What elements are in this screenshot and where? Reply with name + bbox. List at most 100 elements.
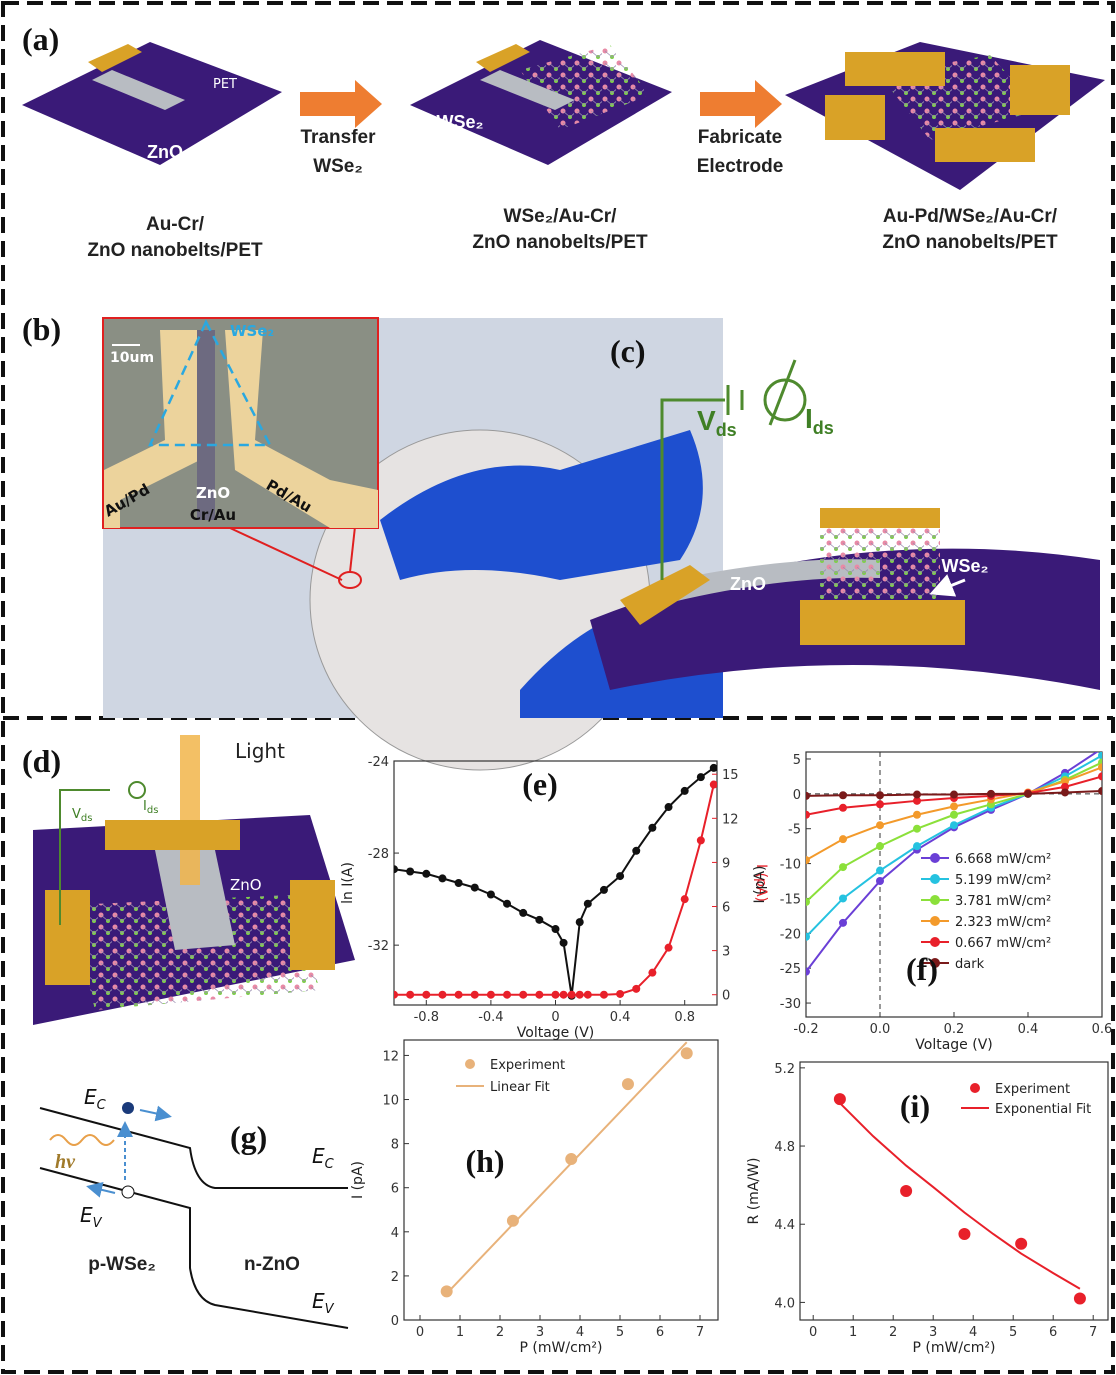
subscript: C: [97, 1098, 107, 1113]
step-text: Electrode: [697, 156, 784, 177]
data-point: [535, 915, 544, 924]
panel-label: (a): [22, 21, 59, 57]
legend-label: 2.323 mW/cm²: [955, 915, 1051, 930]
data-point: [1073, 1292, 1086, 1305]
symbol: E: [312, 1289, 325, 1313]
data-point: [394, 865, 398, 874]
data-point: [565, 1153, 578, 1166]
voltage-label: Vds: [72, 807, 92, 824]
legend-label: 3.781 mW/cm²: [955, 894, 1051, 909]
legend-marker: [970, 1083, 980, 1093]
x-axis-label: P (mW/cm²): [913, 1340, 996, 1356]
data-point: [438, 990, 447, 999]
electrode: [290, 880, 335, 970]
band-label: EC: [312, 1144, 335, 1172]
series-line: [445, 1041, 688, 1295]
data-point: [575, 918, 584, 927]
y-tick-label: 4.0: [774, 1296, 795, 1311]
data-point: [696, 773, 705, 782]
data-point: [806, 897, 810, 906]
caption: Au-Cr/: [146, 214, 205, 235]
y-tick-label: -24: [368, 755, 389, 770]
data-point: [422, 869, 431, 878]
band-label: EC: [84, 1085, 107, 1113]
y2-tick-label: 6: [722, 901, 730, 916]
arrow: [300, 80, 382, 128]
series-group: [806, 752, 1102, 976]
wse2-label: WSe₂: [230, 322, 274, 340]
data-point: [599, 885, 608, 894]
arrow: [139, 1105, 172, 1122]
y-tick-label: 2: [391, 1270, 399, 1285]
panel-d: (d) Light Vds Ids ZnO WSe₂: [22, 735, 355, 1025]
band-label: EV: [312, 1289, 335, 1317]
data-point: [950, 810, 958, 819]
wse2-label: WSe₂: [258, 998, 298, 1016]
data-point: [1098, 752, 1102, 760]
electrode: [88, 44, 142, 72]
caption: ZnO nanobelts/PET: [472, 232, 648, 253]
y2-tick-label: 3: [722, 945, 730, 960]
wse2-outline: [148, 319, 273, 447]
x-tick-label: 0.8: [674, 1010, 695, 1025]
panel-label: (b): [22, 311, 61, 347]
x-axis-label: Voltage (V): [517, 1025, 594, 1041]
y-tick-label: 4.8: [774, 1140, 795, 1155]
subscript: ds: [813, 418, 834, 438]
y-tick-label: -25: [780, 962, 801, 977]
y2-tick-label: 9: [722, 856, 730, 871]
electrode: [104, 330, 200, 528]
chart: -0.8 -0.4 0 0.4 0.8 -24 -28 -32 0 3 6 9 12 15 Voltage …: [340, 755, 769, 1041]
step-text: WSe₂: [313, 156, 363, 177]
symbol: E: [80, 1203, 93, 1227]
y2-axis-label: I (pA): [753, 864, 769, 902]
voltage-label: Vds: [697, 405, 737, 440]
zno-belt: [197, 330, 215, 520]
data-point: [394, 990, 398, 999]
band-label: EV: [80, 1203, 103, 1231]
data-point: [696, 836, 705, 845]
data-point: [519, 908, 528, 917]
caption: WSe₂/Au-Cr/: [504, 206, 618, 227]
electrode: [105, 820, 240, 850]
x-tick-label: -0.8: [414, 1010, 439, 1025]
material-label: p-WSe₂: [88, 1254, 156, 1275]
data-point: [632, 984, 641, 993]
data-point: [876, 866, 884, 875]
y2-tick-label: 0: [722, 989, 730, 1004]
data-point: [987, 789, 995, 798]
y-axis-label: I (pA): [752, 866, 768, 904]
wse2-lattice: [70, 895, 320, 1010]
panel-label: (f): [906, 951, 938, 987]
panel-label: (c): [610, 333, 646, 369]
legend-marker: [930, 895, 940, 905]
electrode-label: Cr/Au: [190, 506, 236, 524]
electrode: [620, 565, 710, 625]
data-point: [486, 990, 495, 999]
data-point: [470, 990, 479, 999]
data-point: [839, 791, 847, 800]
ammeter-arrow: [768, 359, 797, 426]
y-tick-label: 0: [391, 1314, 399, 1329]
data-point: [616, 872, 625, 881]
data-point: [876, 800, 884, 809]
data-point: [913, 796, 921, 805]
legend-label: Linear Fit: [490, 1080, 550, 1095]
subscript: V: [325, 1302, 335, 1317]
x-tick-label: 0.6: [1092, 1022, 1113, 1037]
material-label: n-ZnO: [244, 1254, 300, 1275]
series-group: [440, 1041, 693, 1298]
data-point: [1098, 787, 1102, 796]
legend-marker: [930, 874, 940, 884]
zno-belt: [480, 70, 575, 110]
x-tick-label: 6: [1049, 1325, 1057, 1340]
data-point: [551, 925, 560, 934]
zno-label: ZnO: [730, 574, 766, 594]
electron: [122, 1102, 134, 1114]
y-tick-label: 6: [391, 1182, 399, 1197]
x-tick-label: 0.2: [944, 1022, 965, 1037]
legend-marker: [930, 958, 940, 968]
data-point: [559, 938, 568, 947]
electrode: [800, 600, 965, 645]
electrode: [825, 95, 885, 140]
